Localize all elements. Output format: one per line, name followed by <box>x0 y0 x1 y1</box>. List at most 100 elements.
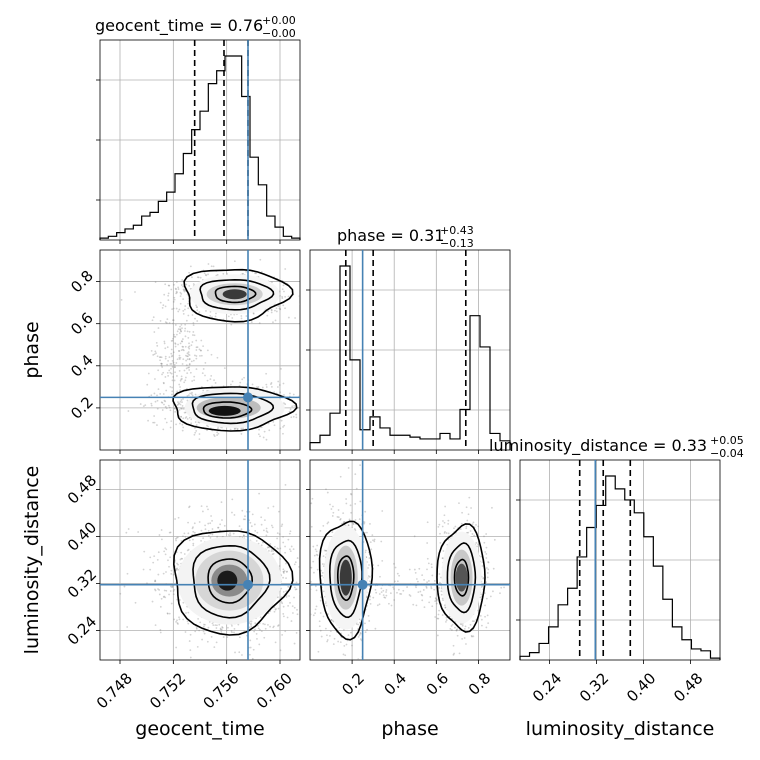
scatter-point <box>182 398 184 400</box>
scatter-point <box>284 630 287 633</box>
scatter-point <box>236 428 239 431</box>
scatter-point <box>170 569 173 572</box>
scatter-point <box>270 550 273 553</box>
scatter-point <box>349 631 352 634</box>
scatter-point <box>300 558 302 560</box>
scatter-point <box>273 391 276 394</box>
scatter-point <box>193 379 196 382</box>
scatter-point <box>163 342 166 345</box>
scatter-point <box>160 538 163 541</box>
scatter-point <box>336 516 339 518</box>
scatter-point <box>486 572 489 574</box>
scatter-point <box>301 399 303 401</box>
scatter-point <box>486 614 489 617</box>
scatter-point <box>196 306 199 309</box>
scatter-point <box>286 570 288 573</box>
scatter-point <box>191 391 193 394</box>
scatter-point <box>447 522 450 525</box>
scatter-point <box>347 524 350 527</box>
scatter-point <box>305 564 307 566</box>
scatter-point <box>192 542 195 545</box>
scatter-point <box>290 545 293 548</box>
scatter-point <box>368 557 371 559</box>
scatter-point <box>299 303 300 305</box>
histogram-geocent_time <box>99 55 301 240</box>
contour-inner <box>202 401 253 419</box>
scatter-point <box>170 367 172 370</box>
scatter-point <box>250 625 253 628</box>
scatter-point <box>201 638 203 641</box>
scatter-point <box>198 521 201 523</box>
scatter-point <box>337 509 340 511</box>
scatter-point <box>219 529 221 532</box>
scatter-point <box>276 605 278 607</box>
scatter-point <box>279 308 282 311</box>
scatter-point <box>282 541 285 544</box>
scatter-point <box>277 380 280 383</box>
scatter-point <box>164 553 167 556</box>
scatter-point <box>275 607 277 610</box>
scatter-point <box>187 336 190 339</box>
title-geocent-time: geocent_time = 0.76 +0.00 −0.00 <box>95 14 296 40</box>
scatter-point <box>155 342 158 344</box>
scatter-point <box>211 519 213 522</box>
scatter-point <box>238 525 241 528</box>
scatter-point <box>347 467 350 469</box>
scatter-point <box>284 403 287 406</box>
scatter-point <box>440 593 443 596</box>
scatter-point <box>258 322 261 325</box>
scatter-point <box>186 620 189 623</box>
scatter-point <box>161 363 163 365</box>
scatter-point <box>483 541 486 544</box>
x-tick-label-luminosity_distance-2: 0.40 <box>623 669 659 705</box>
scatter-point <box>210 515 213 517</box>
scatter-point <box>266 314 269 317</box>
scatter-point <box>190 393 193 395</box>
scatter-point <box>198 311 201 313</box>
scatter-point <box>415 586 417 589</box>
scatter-point <box>205 310 207 312</box>
scatter-point <box>301 560 303 562</box>
scatter-point <box>322 590 325 593</box>
scatter-point <box>364 622 366 625</box>
scatter-point <box>456 634 459 637</box>
contour-inner <box>337 555 355 602</box>
scatter-point <box>180 323 183 326</box>
scatter-point <box>350 493 353 496</box>
scatter-point <box>267 623 269 626</box>
scatter-point <box>266 531 269 534</box>
scatter-point <box>434 597 437 599</box>
scatter-point <box>436 598 438 601</box>
scatter-point <box>344 654 347 657</box>
scatter-point <box>272 550 275 552</box>
scatter-point <box>280 587 283 590</box>
scatter-point <box>194 317 196 320</box>
scatter-point <box>320 596 322 599</box>
scatter-point <box>170 355 173 358</box>
scatter-point <box>178 332 181 335</box>
scatter-point <box>162 382 165 385</box>
scatter-point <box>282 535 284 538</box>
scatter-point <box>447 538 450 541</box>
scatter-point <box>336 405 338 407</box>
scatter-point <box>206 379 209 382</box>
scatter-point <box>187 307 190 310</box>
scatter-point <box>332 673 334 675</box>
scatter-point <box>212 624 215 626</box>
scatter-point <box>489 595 492 598</box>
scatter-point <box>189 656 192 659</box>
x-axis-label-phase: phase <box>381 718 438 740</box>
scatter-point <box>183 381 186 384</box>
scatter-point <box>329 503 331 506</box>
scatter-point <box>288 595 290 597</box>
scatter-point <box>216 431 219 434</box>
scatter-point <box>467 513 470 516</box>
scatter-point <box>311 612 313 614</box>
scatter-point <box>184 327 187 330</box>
scatter-point <box>240 317 243 320</box>
scatter-point <box>147 372 150 375</box>
scatter-point <box>269 625 271 628</box>
scatter-point <box>164 400 167 403</box>
scatter-point <box>241 378 244 381</box>
scatter-point <box>313 554 316 557</box>
